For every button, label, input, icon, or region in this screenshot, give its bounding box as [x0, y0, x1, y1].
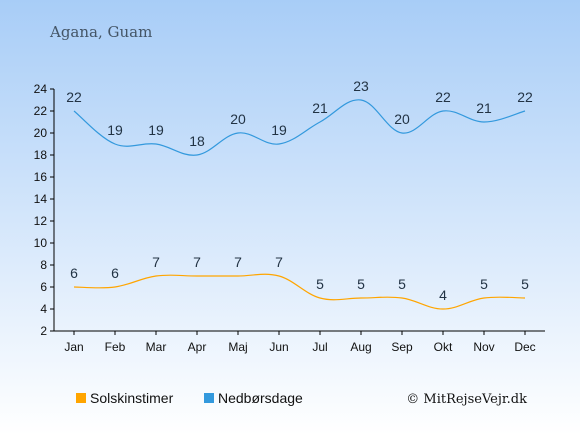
x-tick-label: Sep	[391, 340, 413, 354]
x-tick-label: Nov	[473, 340, 494, 354]
x-tick-label: Aug	[350, 340, 371, 354]
data-label: 21	[312, 100, 328, 116]
y-tick-label: 16	[34, 170, 48, 184]
data-label: 18	[189, 133, 205, 149]
data-label: 22	[435, 89, 451, 105]
data-label: 6	[70, 265, 78, 281]
x-tick-label: Okt	[434, 340, 453, 354]
data-label: 7	[193, 254, 201, 270]
data-label: 4	[439, 287, 447, 303]
series-line-1	[73, 99, 526, 156]
x-tick-label: Jan	[64, 340, 83, 354]
y-tick-label: 8	[40, 258, 47, 272]
series-line-0	[73, 273, 526, 310]
y-tick-label: 2	[40, 324, 47, 338]
data-label: 21	[476, 100, 492, 116]
x-tick-label: Maj	[228, 340, 247, 354]
series-layer	[73, 99, 526, 310]
data-labels: 6 6 7 7 7 7 5 5 5 4 5 5 22 19 19 18 20 19 21 23 20 22 21 22	[66, 78, 533, 303]
y-tick-label: 4	[40, 302, 47, 316]
x-tick-label: Dec	[514, 340, 535, 354]
data-label: 19	[148, 122, 164, 138]
y-tick-label: 18	[34, 148, 48, 162]
data-label: 5	[398, 276, 406, 292]
data-label: 5	[316, 276, 324, 292]
x-tick-label: Mar	[146, 340, 167, 354]
data-label: 19	[107, 122, 123, 138]
data-label: 19	[271, 122, 287, 138]
legend-label: Solskinstimer	[90, 390, 174, 406]
data-label: 20	[394, 111, 410, 127]
data-label: 5	[480, 276, 488, 292]
data-label: 20	[230, 111, 246, 127]
legend: Solskinstimer Nedbørsdage	[76, 390, 303, 406]
y-tick-label: 12	[34, 214, 48, 228]
y-tick-label: 14	[34, 192, 48, 206]
credit-text: © MitRejseVejr.dk	[406, 392, 527, 407]
data-label: 23	[353, 78, 369, 94]
y-tick-label: 10	[34, 236, 48, 250]
chart-title: Agana, Guam	[49, 23, 152, 41]
x-tick-label: Apr	[188, 340, 207, 354]
legend-swatch	[76, 393, 86, 403]
data-label: 7	[152, 254, 160, 270]
legend-swatch	[204, 393, 214, 403]
data-label: 5	[357, 276, 365, 292]
legend-label: Nedbørsdage	[218, 390, 303, 406]
data-label: 7	[234, 254, 242, 270]
data-label: 6	[111, 265, 119, 281]
data-label: 5	[521, 276, 529, 292]
y-tick-label: 6	[40, 280, 47, 294]
data-label: 7	[275, 254, 283, 270]
x-tick-label: Jul	[312, 340, 327, 354]
y-tick-label: 20	[34, 126, 48, 140]
data-label: 22	[66, 89, 82, 105]
x-tick-label: Feb	[105, 340, 126, 354]
y-tick-label: 22	[34, 104, 48, 118]
y-tick-label: 24	[34, 82, 48, 96]
data-label: 22	[517, 89, 533, 105]
x-tick-label: Jun	[269, 340, 288, 354]
